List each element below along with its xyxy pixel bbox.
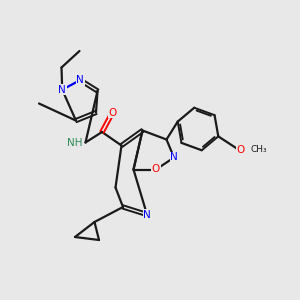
- Text: N: N: [58, 85, 66, 95]
- Text: N: N: [76, 75, 84, 85]
- Text: O: O: [108, 107, 117, 118]
- Text: N: N: [143, 209, 151, 220]
- Text: NH: NH: [67, 137, 83, 148]
- Text: CH₃: CH₃: [250, 146, 267, 154]
- Text: N: N: [170, 152, 178, 163]
- Text: O: O: [152, 164, 160, 175]
- Text: O: O: [236, 145, 245, 155]
